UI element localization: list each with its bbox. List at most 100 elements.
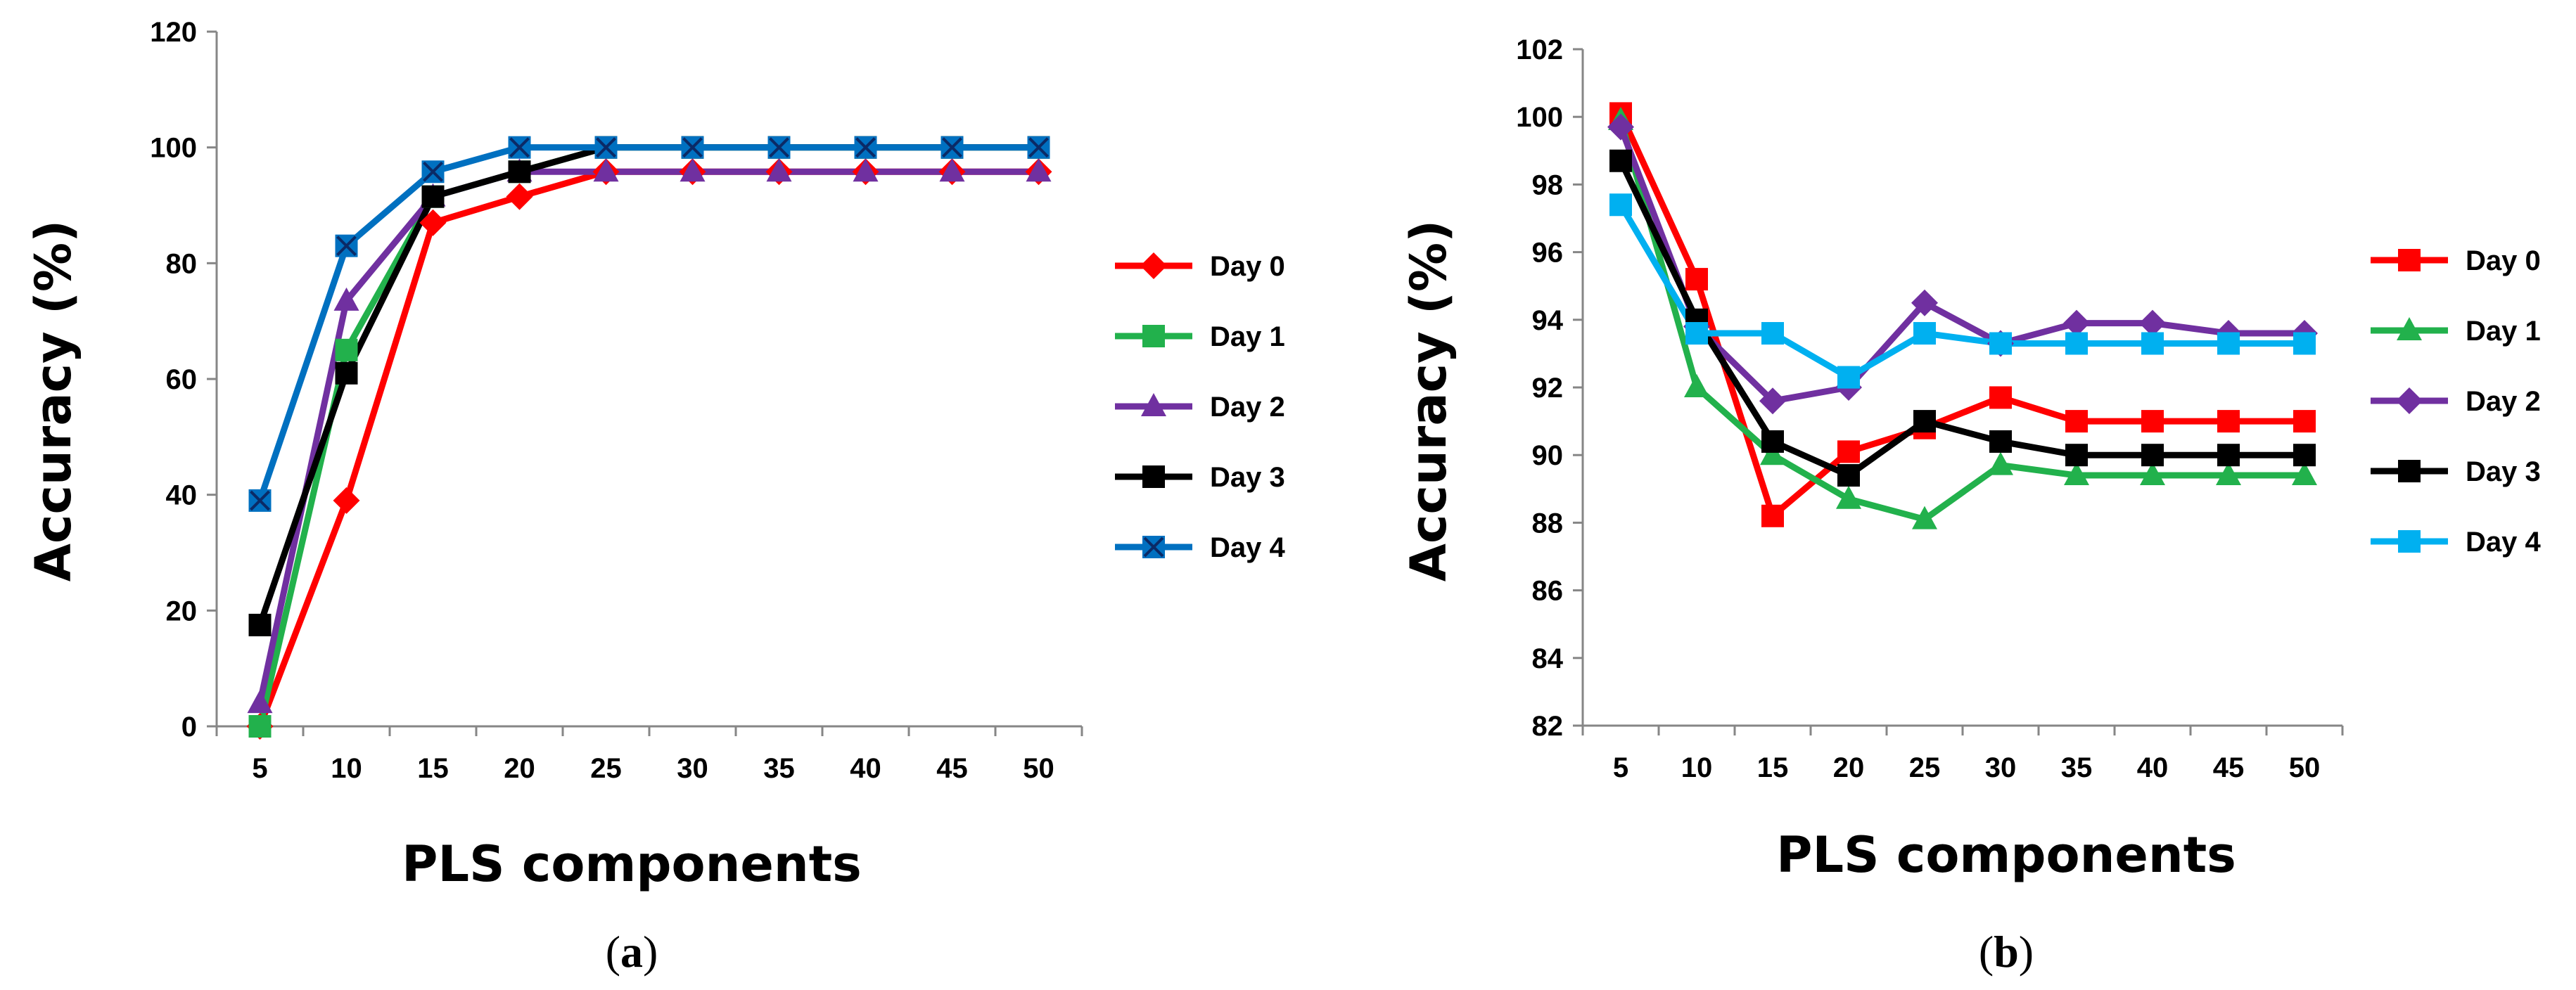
chart-b-legend-marker [2398, 460, 2421, 482]
chart-b-point-day-3 [1913, 410, 1936, 433]
chart-b-legend-marker [2396, 387, 2423, 414]
chart-a-series-line-day-2 [257, 168, 1039, 705]
chart-a-point-day-2 [1026, 158, 1052, 182]
chart-b-y-tick-label: 88 [1532, 508, 1564, 539]
chart-a-legend-label: Day 4 [1210, 532, 1285, 563]
chart-a-point-day-2 [333, 287, 359, 311]
chart-a-series-line-day-1 [257, 144, 1039, 728]
chart-a-point-day-3 [421, 185, 445, 208]
chart-b-x-tick-label: 25 [1909, 752, 1941, 783]
chart-b-point-day-3 [2141, 444, 2164, 467]
chart-a-x-tick-label: 45 [936, 753, 968, 784]
chart-b-point-day-1 [2064, 462, 2089, 486]
chart-a-point-day-0 [333, 487, 360, 514]
chart-b-x-tick-label: 45 [2213, 752, 2245, 783]
chart-b-legend-marker [2398, 249, 2421, 271]
chart-a-point-day-4 [248, 489, 272, 512]
chart-b-point-day-4 [2217, 332, 2240, 355]
chart-b-point-day-1 [1988, 451, 2013, 475]
chart-a-legend-label: Day 0 [1210, 251, 1285, 282]
chart-a-ylabel: Accuracy (%) [25, 220, 82, 581]
chart-a-legend-marker [1142, 536, 1165, 558]
chart-a-x-tick-label: 35 [763, 753, 795, 784]
chart-b-caption: (b) [1979, 927, 2034, 977]
chart-b-series-line-day-4 [1618, 202, 2304, 381]
chart-a-series-line-day-4 [257, 144, 1039, 502]
chart-a-legend-marker [1142, 325, 1165, 347]
chart-a-y-tick-label: 100 [150, 133, 197, 164]
chart-a-legend-label: Day 1 [1210, 321, 1285, 352]
chart-b-point-day-3 [2293, 444, 2316, 467]
chart-b-ylabel: Accuracy (%) [1400, 220, 1458, 581]
chart-b-y-tick-label: 96 [1532, 238, 1564, 269]
chart-b-x-tick-label: 35 [2061, 752, 2093, 783]
chart-b-point-day-1 [2292, 462, 2317, 486]
chart-b-point-day-4 [1609, 193, 1632, 217]
chart-b-y-tick-label: 86 [1532, 576, 1564, 607]
chart-b-point-day-2 [1759, 387, 1786, 415]
chart-b-point-day-1 [2216, 462, 2241, 486]
chart-b-y-tick-label: 92 [1532, 373, 1564, 404]
chart-b-x-tick-label: 10 [1681, 752, 1713, 783]
chart-a-point-day-2 [939, 158, 965, 182]
chart-a-point-day-4 [681, 136, 704, 159]
chart-a-series-line-day-0 [257, 168, 1039, 728]
chart-a-point-day-0 [419, 209, 447, 236]
chart-b-point-day-1 [1760, 442, 1785, 465]
chart-a-point-day-1 [248, 715, 272, 738]
chart-a-x-tick-label: 10 [331, 753, 362, 784]
chart-b-point-day-0 [1685, 268, 1708, 291]
chart-b-point-day-4 [2141, 332, 2164, 355]
chart-b-y-tick-label: 82 [1532, 711, 1564, 742]
chart-a-point-day-2 [853, 158, 879, 182]
chart-b-point-day-0 [1837, 440, 1860, 463]
chart-a-x-tick-label: 50 [1023, 753, 1054, 784]
chart-a-point-day-1 [335, 338, 358, 361]
chart-a-y-tick-label: 80 [166, 248, 198, 279]
chart-a-caption: (a) [606, 927, 658, 977]
chart-a-x-tick-label: 30 [677, 753, 708, 784]
chart-b-point-day-4 [1837, 366, 1860, 389]
chart-a-x-tick-label: 15 [417, 753, 449, 784]
chart-a-point-day-4 [594, 136, 618, 159]
chart-b-x-tick-label: 40 [2137, 752, 2169, 783]
chart-b-x-tick-label: 50 [2289, 752, 2321, 783]
chart-b-point-day-1 [2140, 462, 2165, 486]
chart-b-point-day-0 [2141, 410, 2164, 433]
chart-a-point-day-4 [1027, 136, 1050, 159]
chart-b: Accuracy (%) PLS components (b) 82 84 86 88… [1400, 34, 2541, 977]
chart-b-point-day-2 [2139, 309, 2166, 337]
chart-b-series-line-day-3 [1617, 159, 2304, 479]
chart-b-y-tick-label: 98 [1532, 169, 1564, 200]
chart-a: Accuracy (%) PLS components (a) 0 20 40 60 8… [25, 17, 1285, 977]
chart-a-legend-label: Day 2 [1210, 392, 1285, 423]
chart-a-legend-marker [1142, 465, 1165, 488]
chart-b-y-tick-label: 94 [1532, 305, 1564, 336]
chart-a-point-day-3 [335, 361, 358, 385]
chart-b-legend-label: Day 2 [2466, 386, 2541, 417]
chart-b-point-day-0 [1989, 386, 2012, 409]
chart-b-point-day-3 [1761, 430, 1784, 453]
chart-a-point-day-2 [247, 690, 273, 714]
chart-b-xlabel: PLS components [1776, 826, 2236, 884]
chart-a-x-tick-label: 40 [850, 753, 881, 784]
chart-a-y-tick-label: 0 [181, 712, 197, 742]
chart-b-point-day-2 [1911, 289, 1938, 316]
chart-b-y-tick-label: 100 [1516, 102, 1563, 133]
chart-a-point-day-4 [854, 136, 877, 159]
chart-b-point-day-4 [1761, 322, 1784, 345]
chart-b-legend-label: Day 4 [2466, 527, 2541, 558]
chart-b-point-day-3 [1989, 430, 2012, 453]
chart-b-point-day-3 [1609, 149, 1632, 172]
chart-b-legend-label: Day 1 [2466, 316, 2541, 347]
chart-b-legend-label: Day 0 [2466, 245, 2541, 276]
chart-b-point-day-0 [1761, 504, 1784, 527]
chart-a-point-day-4 [508, 136, 531, 159]
chart-a-point-day-4 [335, 234, 358, 257]
chart-b-point-day-3 [2065, 444, 2088, 467]
chart-b-x-tick-label: 15 [1757, 752, 1789, 783]
chart-a-y-tick-label: 60 [166, 364, 198, 395]
chart-b-series-line-day-0 [1617, 112, 2304, 520]
chart-b-point-day-4 [1685, 322, 1708, 345]
